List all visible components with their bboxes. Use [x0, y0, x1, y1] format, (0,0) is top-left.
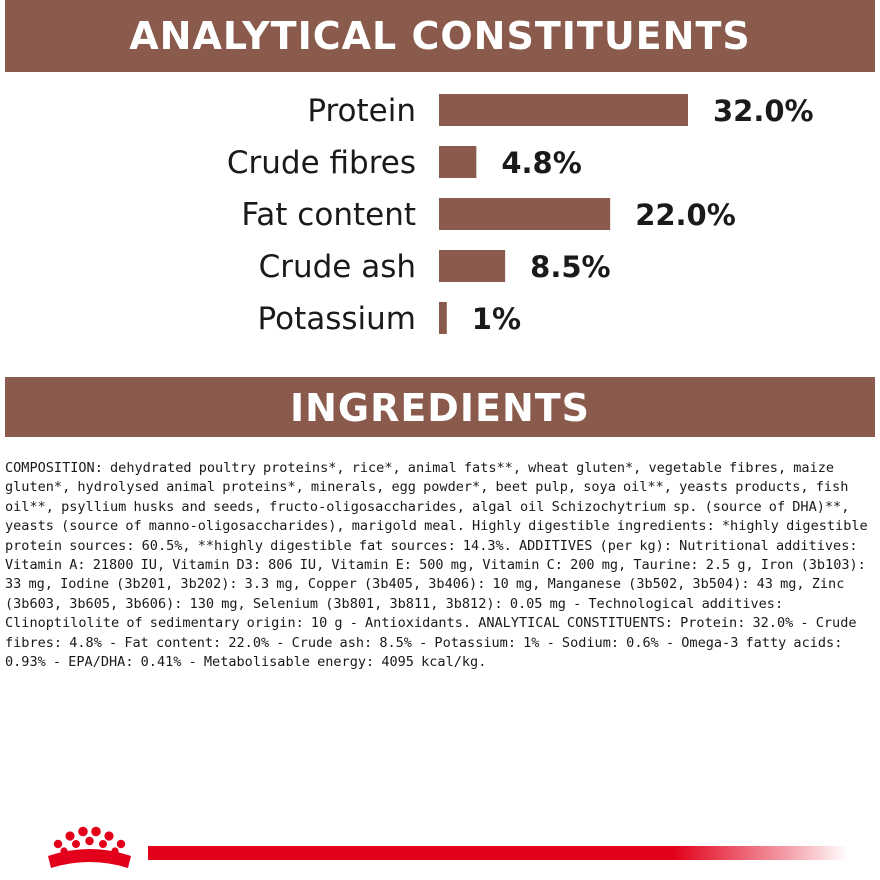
royal-canin-crown-icon	[48, 826, 131, 868]
bar	[439, 302, 447, 334]
value-label: 32.0%	[713, 94, 814, 128]
analytical-constituents-heading: ANALYTICAL CONSTITUENTS	[5, 0, 875, 72]
ingredients-heading: INGREDIENTS	[5, 377, 875, 437]
analytical-constituents-chart: Protein 32.0% Crude fibres 4.8% Fat content 2…	[227, 93, 814, 337]
category-label: Protein	[307, 93, 416, 129]
category-label: Crude ash	[259, 249, 416, 285]
bar	[439, 146, 477, 178]
bar	[439, 94, 688, 126]
category-label: Fat content	[241, 197, 416, 233]
value-label: 4.8%	[501, 146, 581, 180]
footer-brand-line	[148, 846, 848, 860]
category-label: Crude fibres	[227, 145, 416, 181]
value-label: 1%	[472, 302, 521, 336]
value-label: 8.5%	[530, 250, 610, 284]
value-label: 22.0%	[635, 198, 736, 232]
bar	[439, 198, 611, 230]
bar	[439, 250, 506, 282]
category-label: Potassium	[258, 301, 416, 337]
composition-text: COMPOSITION: dehydrated poultry proteins…	[5, 460, 868, 671]
